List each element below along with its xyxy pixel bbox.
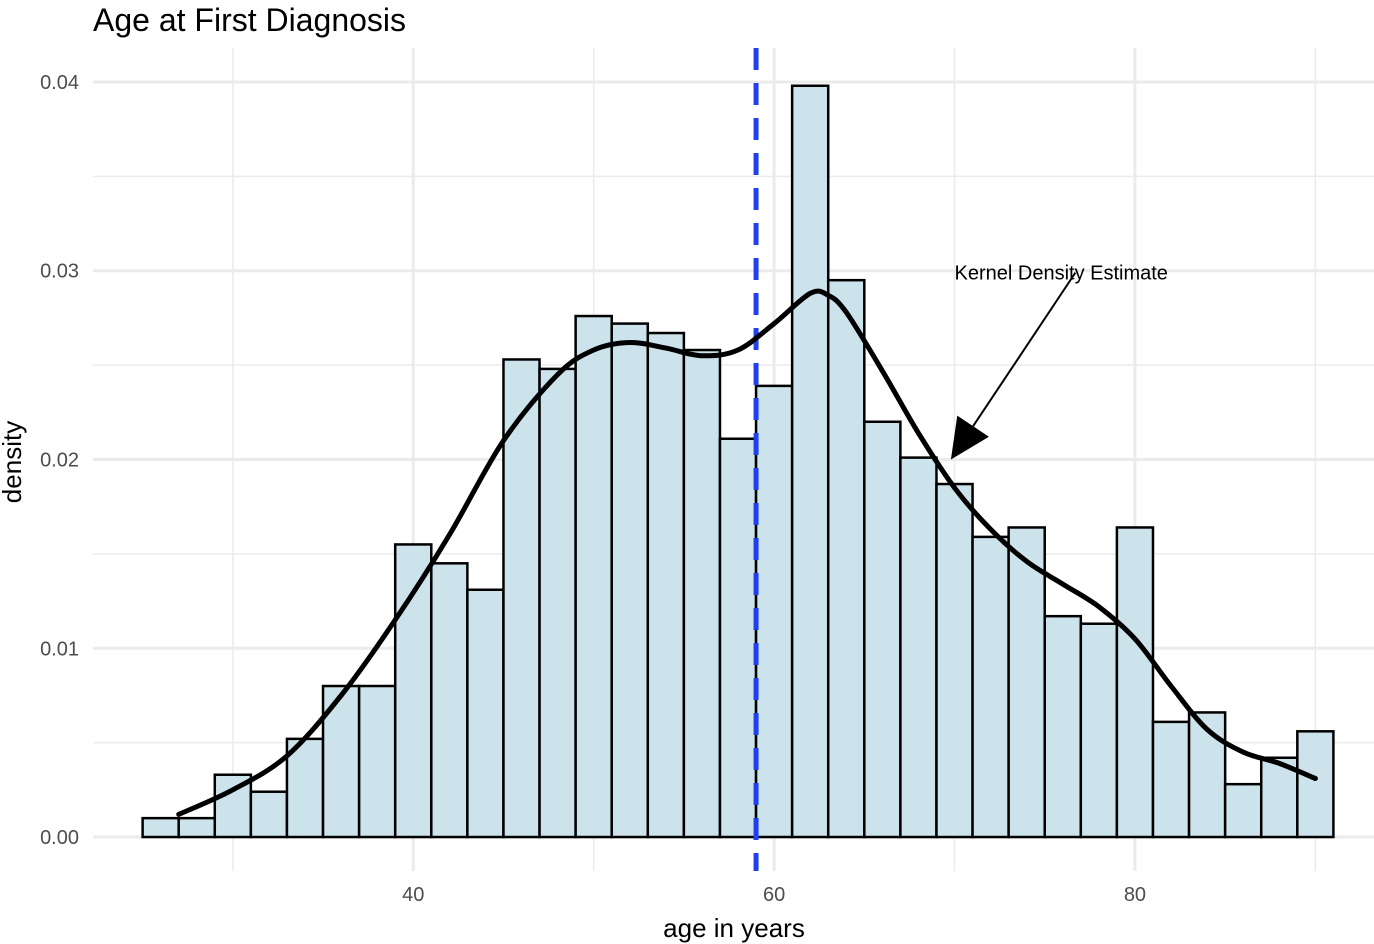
histogram-bar-3: [249, 790, 289, 839]
histogram-bar-14: [646, 331, 686, 839]
histogram-bar-20: [863, 420, 902, 839]
x-tick-label: 60: [763, 884, 785, 906]
histogram-bar-13: [610, 322, 650, 839]
histogram-bar-10: [502, 358, 541, 839]
annotation-label: Kernel Density Estimate: [955, 263, 1168, 285]
histogram-bar-25: [1043, 614, 1083, 839]
histogram-bar-29: [1187, 711, 1227, 839]
histogram-bar-8: [430, 562, 469, 839]
histogram-bar-21: [899, 456, 938, 839]
annotation-arrow-shaft: [972, 272, 1077, 427]
x-tick-label: 80: [1124, 884, 1146, 906]
histogram-bar-9: [466, 588, 505, 839]
tick-labels: 0.00 0.01 0.02 0.03 0.04 40 60 80: [40, 72, 1146, 906]
histogram-bar-12: [574, 314, 613, 839]
histogram-bar-28: [1151, 720, 1191, 839]
histogram-bar-18: [790, 84, 830, 839]
x-tick-label: 40: [402, 884, 424, 906]
histogram-bars: [141, 84, 1335, 839]
histogram-bar-0: [141, 816, 180, 839]
chart-title: Age at First Diagnosis: [93, 2, 406, 38]
histogram-bar-31: [1259, 756, 1299, 839]
histogram-bar-24: [1007, 526, 1046, 839]
histogram-bar-19: [826, 278, 866, 839]
annotation-layer: Kernel Density Estimate: [950, 263, 1168, 460]
x-axis-title: age in years: [663, 913, 805, 943]
histogram-bar-27: [1115, 526, 1155, 839]
histogram-bar-32: [1296, 730, 1335, 839]
histogram-bar-23: [971, 535, 1010, 839]
histogram-bar-15: [682, 348, 722, 839]
histogram-bar-6: [357, 684, 397, 839]
histogram-bar-1: [177, 816, 217, 839]
histogram-bar-11: [538, 367, 577, 839]
y-tick-label: 0.02: [40, 450, 79, 472]
y-tick-label: 0.04: [40, 72, 79, 94]
histogram-bar-26: [1079, 622, 1119, 839]
histogram-bar-30: [1223, 782, 1263, 839]
density-curve-layer: [176, 288, 1318, 817]
histogram-bar-22: [935, 482, 974, 839]
histogram-bar-16: [718, 437, 758, 839]
annotation-arrow-head: [950, 415, 989, 460]
density-curve: [176, 288, 1318, 817]
y-tick-label: 0.03: [40, 261, 79, 283]
histogram-bar-17: [754, 384, 794, 839]
y-tick-label: 0.00: [40, 827, 79, 849]
y-tick-label: 0.01: [40, 638, 79, 660]
y-axis-title: density: [0, 421, 27, 503]
